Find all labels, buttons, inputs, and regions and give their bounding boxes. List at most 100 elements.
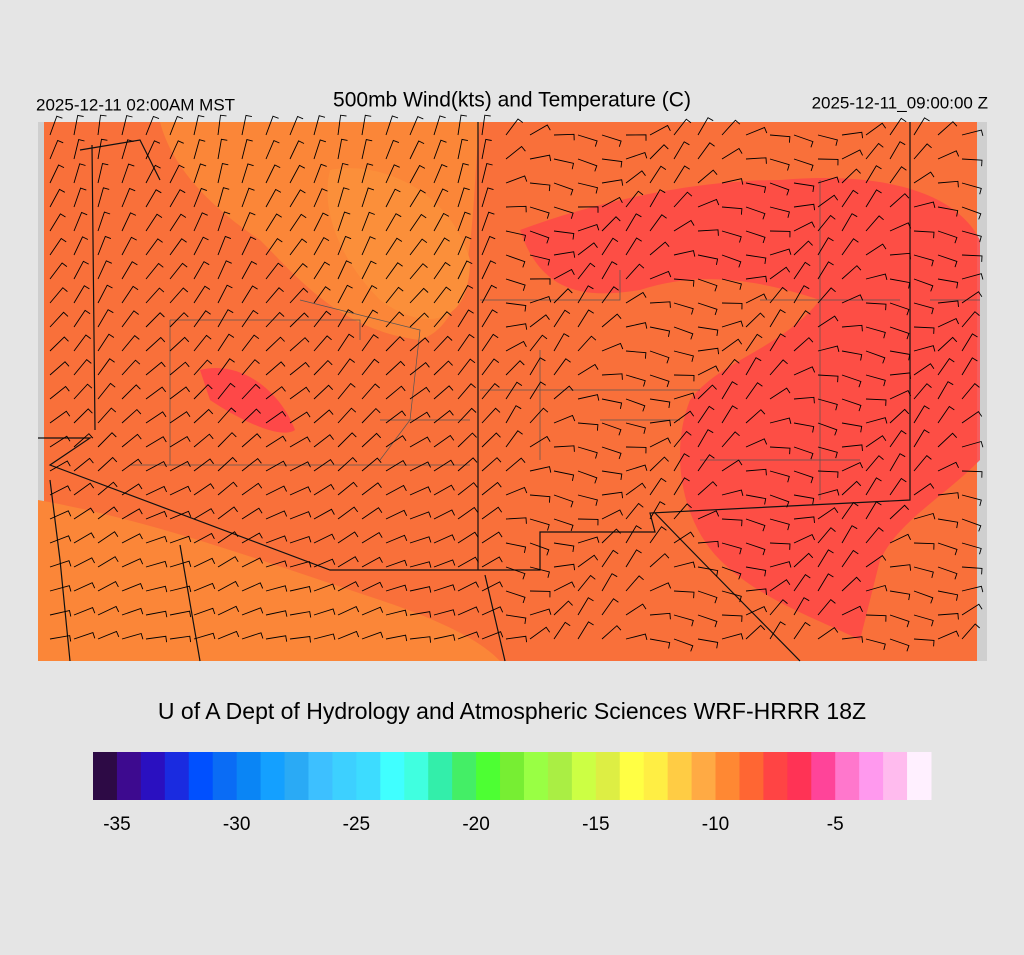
wind-barb xyxy=(601,625,622,640)
wind-barb xyxy=(793,621,811,640)
wind-barb xyxy=(841,168,861,184)
wind-barb xyxy=(961,566,983,575)
wind-barb xyxy=(889,638,910,652)
wind-barb xyxy=(457,556,479,568)
wind-barb xyxy=(577,224,600,232)
wind-barb xyxy=(937,300,959,307)
wind-barb xyxy=(385,213,402,232)
wind-barb xyxy=(553,230,575,240)
wind-barb xyxy=(145,510,168,520)
color-swatch xyxy=(619,752,645,800)
wind-barb xyxy=(361,631,384,640)
wind-barb xyxy=(385,311,405,328)
wind-barb xyxy=(265,213,282,232)
wind-barb xyxy=(217,605,240,616)
wind-barb xyxy=(769,542,791,550)
wind-barb xyxy=(505,542,527,553)
wind-barb xyxy=(97,481,118,496)
wind-barb xyxy=(601,598,619,616)
wind-barb xyxy=(529,124,551,136)
wind-barb xyxy=(337,556,359,568)
wind-barb xyxy=(577,242,598,256)
wind-barb xyxy=(289,561,312,568)
wind-barb xyxy=(241,359,260,376)
color-swatch xyxy=(763,752,788,800)
wind-barb xyxy=(73,582,96,592)
wind-barb xyxy=(385,360,406,376)
wind-barb xyxy=(145,411,167,424)
wind-barb xyxy=(289,115,304,136)
wind-barb xyxy=(961,129,984,137)
wind-barb xyxy=(697,278,718,292)
wind-barb xyxy=(697,540,719,548)
wind-barb xyxy=(697,566,719,577)
wind-barb xyxy=(865,374,886,387)
wind-barb xyxy=(121,583,144,592)
wind-barb xyxy=(49,262,68,280)
wind-barb xyxy=(745,606,768,616)
wind-barb xyxy=(625,190,644,208)
wind-barb xyxy=(673,165,690,184)
wind-barb xyxy=(601,509,624,520)
wind-barb xyxy=(721,590,742,603)
wind-barb xyxy=(937,542,958,556)
wind-barb xyxy=(529,466,552,473)
wind-barb xyxy=(241,163,254,184)
wind-barb xyxy=(673,453,690,472)
wind-barb xyxy=(721,147,743,160)
wind-barb xyxy=(865,350,886,364)
wind-barb xyxy=(841,576,862,592)
wind-barb xyxy=(289,411,311,424)
wind-barb xyxy=(793,396,815,404)
wind-barb xyxy=(529,154,552,162)
wind-barb xyxy=(73,557,95,568)
wind-barb xyxy=(553,542,575,552)
wind-barb xyxy=(961,182,982,195)
wind-barb xyxy=(865,215,884,232)
wind-barb xyxy=(145,262,164,280)
wind-barb xyxy=(601,158,623,168)
wind-barb xyxy=(409,287,429,304)
wind-barb xyxy=(49,385,70,400)
wind-barb xyxy=(433,559,456,568)
wind-barb xyxy=(265,188,282,208)
wind-barb xyxy=(145,213,163,232)
wind-barb xyxy=(193,212,208,232)
wind-barb xyxy=(409,511,432,520)
wind-barb xyxy=(889,350,911,361)
wind-barb xyxy=(769,417,792,425)
wind-barb xyxy=(673,410,695,424)
wind-barb xyxy=(601,179,624,186)
wind-barb xyxy=(817,573,834,592)
wind-barb xyxy=(865,638,886,651)
wind-barb xyxy=(73,457,94,472)
wind-barb xyxy=(793,494,815,505)
wind-barb xyxy=(769,286,788,304)
wind-barb xyxy=(649,456,669,472)
wind-barb xyxy=(625,549,642,568)
wind-barb xyxy=(49,410,71,424)
wind-barb xyxy=(145,635,168,643)
wind-barb xyxy=(769,182,790,196)
wind-barb xyxy=(73,139,85,160)
color-swatch xyxy=(500,752,525,800)
wind-barb xyxy=(145,238,163,256)
wind-barb xyxy=(505,302,527,312)
wind-barb xyxy=(937,613,959,620)
wind-barb xyxy=(241,260,258,280)
wind-barb xyxy=(745,588,767,595)
wind-barb xyxy=(457,163,469,184)
wind-barb xyxy=(97,211,111,232)
map-edge xyxy=(977,122,987,661)
wind-barb xyxy=(289,461,311,472)
wind-barb xyxy=(145,140,161,160)
wind-barb xyxy=(169,115,184,136)
wind-barb xyxy=(793,446,814,460)
wind-barb xyxy=(337,481,358,496)
wind-barb xyxy=(361,260,377,280)
wind-barb xyxy=(73,260,89,280)
wind-barb xyxy=(217,506,238,520)
wind-barb xyxy=(649,374,670,388)
wind-barb xyxy=(961,603,983,616)
wind-barb xyxy=(49,535,72,544)
